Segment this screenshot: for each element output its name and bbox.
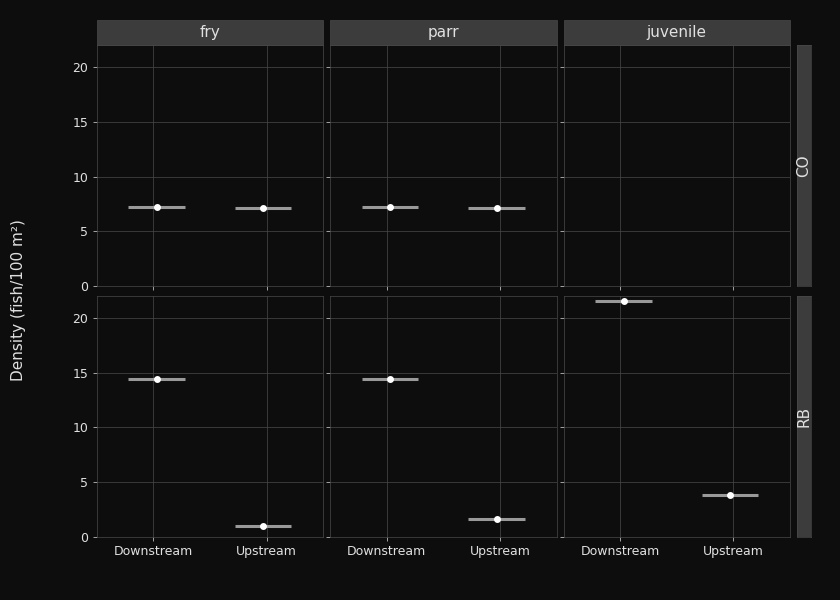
Text: CO: CO — [796, 154, 811, 177]
Text: fry: fry — [199, 25, 220, 40]
Text: parr: parr — [428, 25, 459, 40]
Text: juvenile: juvenile — [647, 25, 706, 40]
Text: RB: RB — [796, 406, 811, 427]
Text: Density (fish/100 m²): Density (fish/100 m²) — [11, 219, 26, 381]
